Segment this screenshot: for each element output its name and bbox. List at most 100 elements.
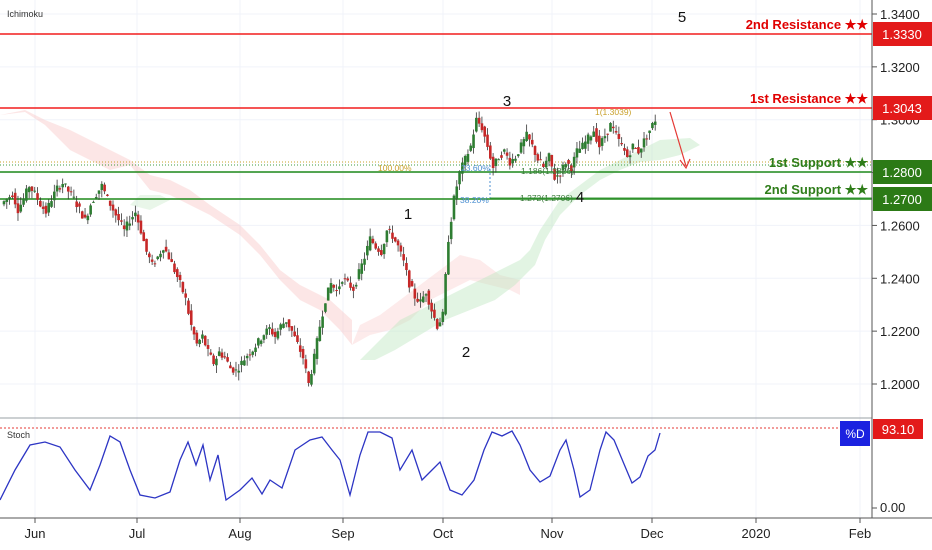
stoch-line	[0, 430, 661, 502]
candle-body	[279, 324, 282, 330]
candle-body	[16, 203, 20, 214]
candle-body	[480, 123, 484, 131]
candle-body	[586, 134, 590, 144]
candle-body	[271, 328, 274, 335]
candle-body	[564, 164, 568, 168]
candle-body	[413, 288, 417, 299]
candle-body	[257, 338, 260, 346]
candle-body	[463, 155, 467, 166]
level-price-value: 1.2700	[882, 192, 922, 207]
candle-body	[36, 193, 39, 200]
ichimoku-cloud	[0, 110, 700, 360]
candle-body	[131, 217, 134, 220]
x-tick-label: Oct	[433, 526, 454, 541]
candle-body	[156, 256, 160, 260]
candle-body	[382, 243, 386, 255]
candle-body	[631, 143, 635, 150]
candle-body	[301, 349, 305, 359]
candle-body	[234, 369, 238, 371]
fib-label-100: 100.00%	[378, 163, 412, 173]
level-price-tag	[873, 160, 932, 184]
candle-body	[539, 159, 542, 161]
y-tick-label: 1.2600	[880, 218, 920, 233]
candle-body	[598, 135, 601, 148]
candle-body	[111, 204, 115, 211]
candle-body	[58, 188, 62, 190]
candle-body	[374, 243, 378, 249]
candle-body	[405, 262, 408, 271]
x-tick-label: Jun	[25, 526, 46, 541]
candle-body	[72, 196, 76, 198]
candle-body	[357, 269, 361, 280]
candle-body	[122, 225, 126, 230]
level-price-value: 1.2800	[882, 165, 922, 180]
candle-body	[19, 204, 23, 212]
candle-body	[293, 331, 296, 337]
candle-body	[332, 284, 336, 288]
candle-body	[393, 237, 397, 242]
candle-body	[343, 278, 347, 280]
candle-body	[136, 214, 140, 223]
candle-body	[106, 194, 109, 196]
candle-body	[304, 359, 308, 369]
candle-body	[187, 300, 190, 314]
candle-body	[108, 200, 112, 206]
candle-body	[449, 221, 453, 240]
candle-body	[489, 145, 492, 159]
candle-body	[30, 186, 34, 191]
x-tick-label: 2020	[742, 526, 771, 541]
candle-body	[287, 319, 291, 328]
fib-label-38-2: 38.20%	[460, 195, 489, 205]
candle-body	[89, 205, 92, 215]
fib-labels: 100.00% 23.60% 38.20% 1(1.3039) 1.272(1.…	[378, 107, 632, 205]
candle-body	[505, 152, 509, 156]
candle-body	[229, 365, 232, 369]
candle-body	[455, 186, 459, 199]
candle-body	[595, 128, 598, 142]
candle-body	[511, 159, 514, 164]
y-tick-label: 1.2200	[880, 324, 920, 339]
candle-body	[159, 253, 162, 258]
candle-body	[125, 221, 129, 231]
candle-body	[78, 203, 81, 207]
candle-body	[75, 201, 78, 208]
candle-body	[195, 332, 199, 344]
fib-lines	[0, 161, 872, 199]
candle-body	[273, 331, 277, 337]
candle-body	[346, 278, 350, 281]
candle-body	[645, 138, 649, 140]
candle-body	[2, 201, 6, 205]
candle-body	[282, 323, 285, 328]
candle-body	[212, 355, 215, 365]
candle-body	[189, 310, 193, 325]
candle-body	[385, 230, 389, 243]
candle-body	[600, 138, 604, 146]
candle-body	[491, 156, 495, 168]
candle-body	[447, 241, 450, 275]
candle-body	[80, 211, 84, 219]
level-label: 1st Support ★★	[769, 155, 868, 170]
candle-body	[248, 354, 252, 356]
candle-body	[69, 191, 73, 193]
candle-body	[363, 258, 366, 265]
level-price-tag	[873, 22, 932, 46]
candle-body	[340, 282, 344, 284]
candle-body	[47, 202, 51, 213]
candle-body	[39, 200, 42, 207]
candle-body	[360, 263, 364, 274]
candle-body	[276, 331, 280, 339]
candle-body	[419, 299, 422, 302]
candle-body	[103, 184, 106, 192]
candle-body	[578, 148, 582, 153]
candle-body	[153, 263, 157, 265]
candle-body	[572, 156, 576, 168]
candle-body	[259, 340, 263, 344]
wave-label-1: 1	[404, 206, 412, 223]
candle-body	[296, 335, 299, 342]
candle-body	[486, 134, 489, 147]
stoch-label: Stoch	[7, 430, 30, 440]
candle-body	[430, 302, 433, 312]
y-tick-label: 1.3200	[880, 60, 920, 75]
candle-body	[27, 187, 31, 193]
level-label: 1st Resistance ★★	[750, 91, 868, 106]
